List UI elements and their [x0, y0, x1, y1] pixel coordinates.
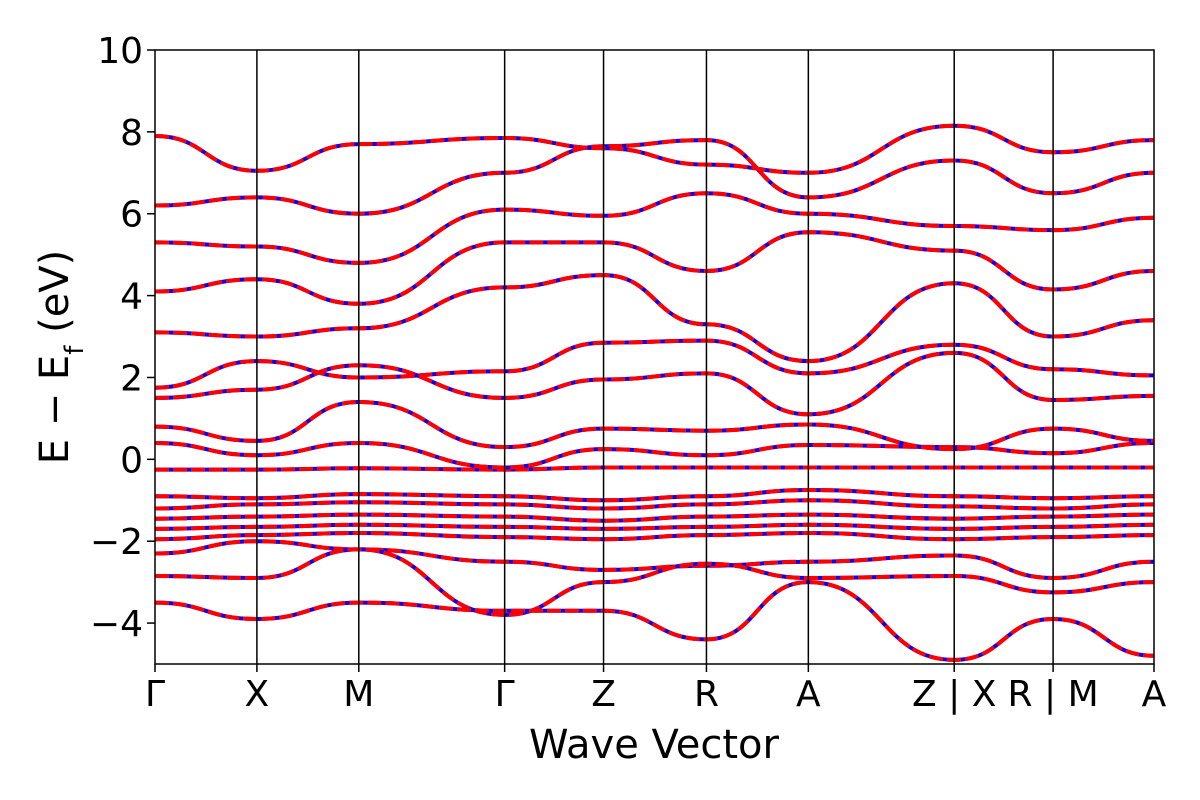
band-line-dashed [155, 547, 1154, 617]
band-line-dashed [155, 539, 1154, 581]
band-line-dashed [155, 123, 1154, 175]
band-line-dashed [155, 440, 1154, 470]
band-line-dashed [155, 399, 1154, 452]
band-line-dashed [155, 138, 1154, 216]
y-tick-label: 4 [120, 277, 143, 318]
band-line-dashed [155, 350, 1154, 417]
bands-layer [155, 123, 1154, 662]
band-line-solid [155, 547, 1154, 617]
y-tick-label: 10 [97, 31, 143, 72]
band-line-dashed [155, 512, 1154, 523]
band-line-dashed [155, 465, 1154, 472]
y-tick-label: −2 [90, 522, 143, 563]
x-axis-title: Wave Vector [529, 722, 780, 768]
y-tick-label: 8 [120, 113, 143, 154]
x-tick-label: Z [591, 674, 616, 715]
y-axis-title-main: E − E [32, 355, 78, 465]
band-line-dashed [155, 530, 1154, 542]
y-tick-label: −4 [90, 604, 143, 645]
x-axis: Γ X M Γ Z R A Z | X R | M A [145, 664, 1167, 715]
x-tick-label: Γ [495, 674, 515, 715]
x-tick-label: A [1142, 674, 1167, 715]
x-tick-label: R | M [1008, 674, 1099, 715]
y-axis: −4 −2 0 2 4 6 8 10 [90, 31, 155, 645]
band-line-dashed [155, 273, 1154, 364]
band-line-dashed [155, 522, 1154, 531]
plot-frame [154, 49, 1155, 665]
band-line-solid [155, 350, 1154, 417]
band-line-dashed [155, 338, 1154, 390]
x-tick-label: M [343, 674, 374, 715]
y-tick-label: 0 [120, 440, 143, 481]
x-tick-label: X [245, 674, 270, 715]
band-line-dashed [155, 191, 1154, 265]
x-tick-label: A [796, 674, 821, 715]
band-line-dashed [155, 580, 1154, 662]
y-tick-label: 6 [120, 195, 143, 236]
band-line-dashed [155, 487, 1154, 503]
x-tick-label: R [694, 674, 719, 715]
kpoint-separators [256, 50, 1054, 664]
band-line-solid [155, 440, 1154, 470]
y-tick-label: 2 [120, 358, 143, 399]
y-axis-title-unit: (eV) [32, 250, 78, 346]
x-tick-label: Z | X [912, 674, 996, 715]
band-line-dashed [155, 230, 1154, 306]
band-line-dashed [155, 498, 1154, 511]
x-tick-label: Γ [145, 674, 165, 715]
band-line-solid [155, 580, 1154, 662]
y-axis-title: E − Ef (eV) [32, 250, 90, 465]
y-axis-title-sub: f [60, 345, 90, 355]
band-line-solid [155, 123, 1154, 175]
